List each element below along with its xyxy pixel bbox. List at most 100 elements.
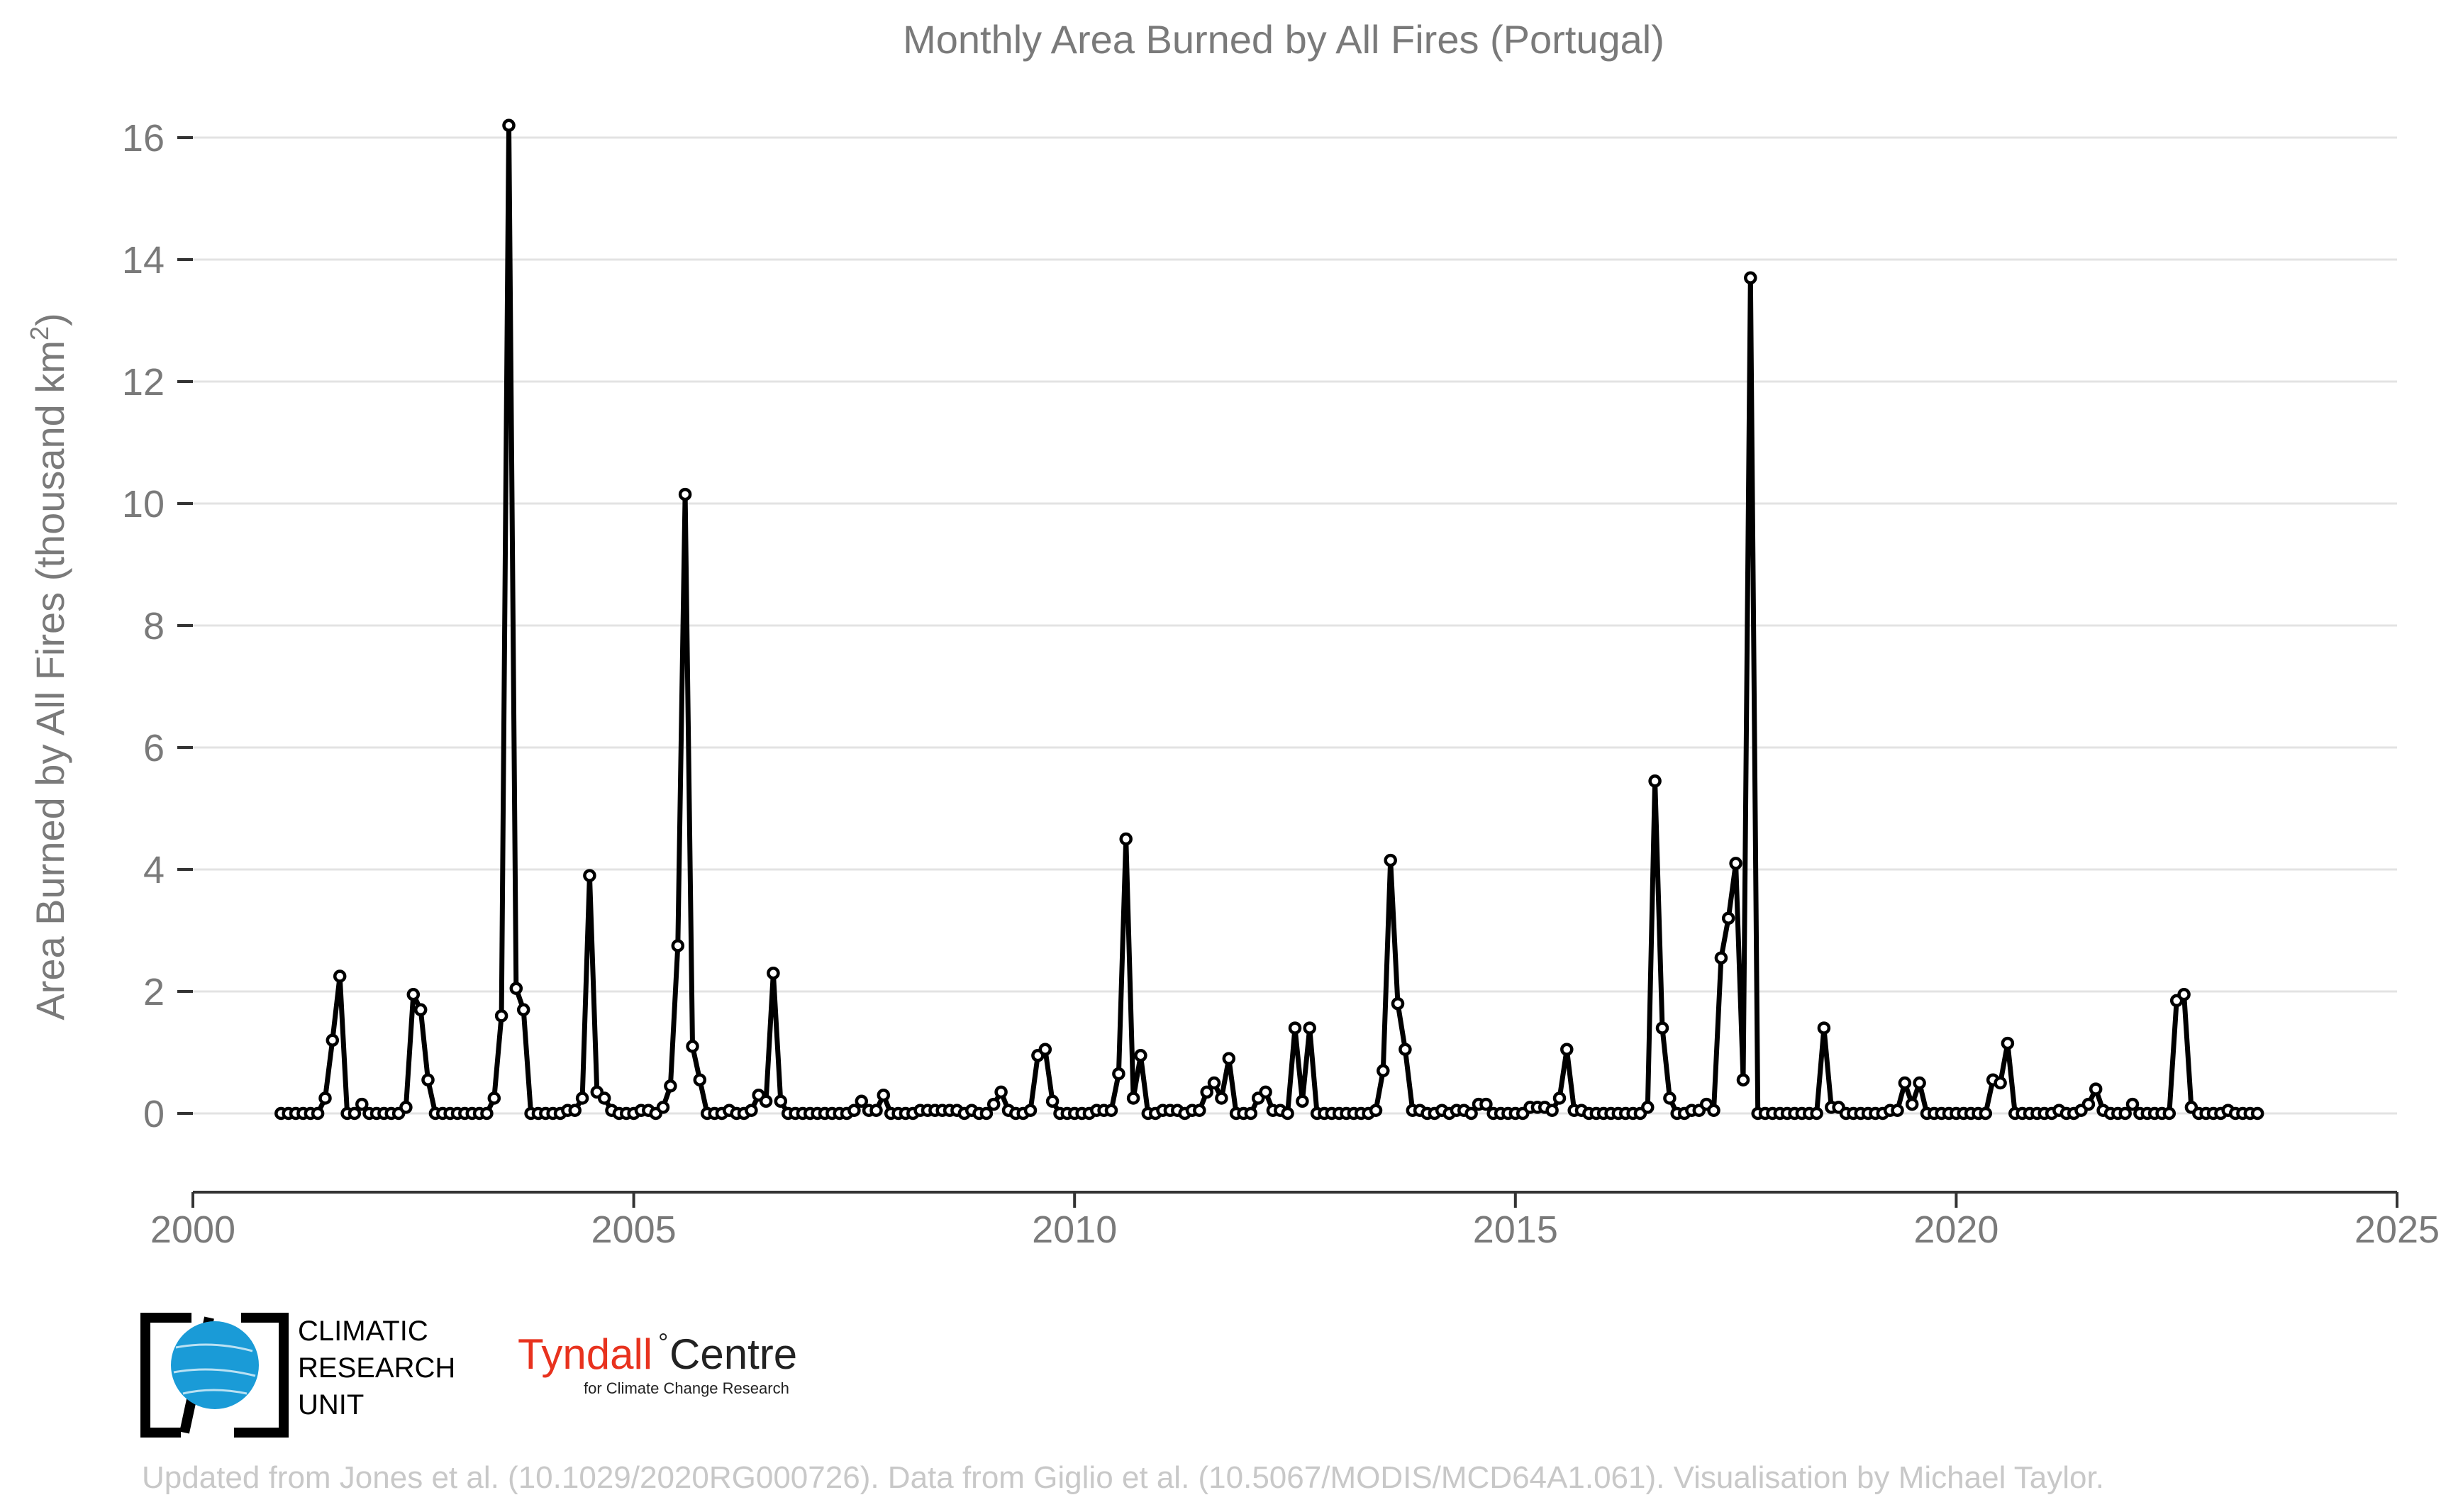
data-point <box>1663 1091 1677 1105</box>
data-point <box>759 1094 773 1108</box>
data-point <box>1126 1091 1140 1105</box>
x-axis: 2000 2005 2010 2015 2020 2025 <box>150 1191 2440 1251</box>
y-tick-label-10: 10 <box>122 483 165 526</box>
data-point <box>774 1094 788 1108</box>
cru-globe-lines <box>173 1343 256 1395</box>
data-point <box>664 1079 677 1093</box>
data-point <box>1384 853 1397 867</box>
data-point <box>1399 1043 1412 1056</box>
data-point <box>1994 1076 2007 1090</box>
data-point <box>2162 1106 2176 1121</box>
data-point <box>1119 832 1133 846</box>
data-point <box>318 1091 332 1105</box>
data-point <box>1222 1052 1236 1065</box>
data-point <box>1729 857 1742 870</box>
x-tick-label-2015: 2015 <box>1473 1208 1558 1251</box>
data-point <box>678 487 692 501</box>
data-point <box>494 1009 508 1023</box>
data-point <box>1810 1106 1823 1121</box>
cru-text-line3: UNIT <box>298 1389 364 1421</box>
data-point <box>686 1040 699 1053</box>
cru-text-line1: CLIMATIC <box>298 1316 428 1347</box>
x-tick-label-2020: 2020 <box>1913 1208 1998 1251</box>
y-axis-ticks: 0 2 4 6 8 10 12 14 16 <box>122 117 193 1135</box>
data-point <box>1023 1104 1038 1117</box>
y-axis-label: Area Burned by All Fires (thousand km2) <box>25 313 72 1020</box>
chart-title: Monthly Area Burned by All Fires (Portug… <box>903 17 1664 62</box>
data-point <box>1891 1104 1904 1117</box>
cru-text-line2: RESEARCH <box>298 1352 455 1384</box>
data-point <box>575 1091 589 1105</box>
data-point <box>1369 1104 1383 1117</box>
data-point <box>2177 988 2191 1001</box>
data-point <box>656 1101 670 1114</box>
y-tick-label-2: 2 <box>143 971 165 1013</box>
data-point <box>480 1106 494 1121</box>
data-point <box>509 982 523 995</box>
data-point <box>847 1104 861 1117</box>
data-point <box>1648 774 1662 788</box>
y-tick-label-14: 14 <box>122 239 165 282</box>
data-point <box>1134 1049 1147 1062</box>
x-tick-label-2005: 2005 <box>591 1208 677 1251</box>
x-tick-label-2000: 2000 <box>150 1208 235 1251</box>
data-point <box>348 1106 362 1121</box>
tyndall-logo: Tyndall ° Centre for Climate Change Rese… <box>518 1328 797 1397</box>
data-point <box>994 1085 1008 1099</box>
data-point <box>1898 1076 1912 1090</box>
data-point <box>869 1104 883 1117</box>
data-point <box>355 1097 369 1111</box>
y-tick-label-4: 4 <box>143 849 165 891</box>
x-tick-label-2025: 2025 <box>2354 1208 2440 1251</box>
data-point <box>413 1003 428 1017</box>
y-axis-label-superscript: 2 <box>25 326 54 340</box>
data-point <box>877 1088 891 1102</box>
data-point <box>1817 1021 1831 1035</box>
y-axis-label-main: Area Burned by All Fires (thousand km <box>28 340 72 1021</box>
series-fire-area <box>281 123 2258 1116</box>
data-point <box>1545 1104 1559 1117</box>
cru-globe-icon <box>171 1321 259 1409</box>
data-point <box>1038 1043 1052 1056</box>
data-point <box>1913 1076 1926 1090</box>
data-point <box>1479 1097 1493 1111</box>
data-point <box>2125 1097 2140 1111</box>
data-point <box>2118 1106 2132 1121</box>
tyndall-name: Tyndall <box>518 1330 652 1378</box>
data-point <box>583 869 596 882</box>
data-point <box>1560 1043 1574 1056</box>
data-point <box>671 939 685 952</box>
data-point <box>986 1097 1001 1111</box>
x-tick-label-2010: 2010 <box>1032 1208 1117 1251</box>
data-point <box>1303 1021 1316 1035</box>
data-point <box>1744 271 1757 285</box>
y-tick-label-16: 16 <box>122 117 165 160</box>
data-point <box>1104 1104 1118 1117</box>
data-point <box>2001 1036 2015 1050</box>
data-point <box>1288 1021 1302 1035</box>
data-points <box>274 118 2264 1121</box>
data-point <box>2089 1082 2103 1096</box>
data-point <box>326 1033 340 1047</box>
data-point <box>502 118 516 133</box>
data-point <box>516 1003 530 1017</box>
data-point <box>1045 1094 1060 1108</box>
data-point <box>1193 1104 1206 1117</box>
data-point <box>1736 1073 1750 1086</box>
tyndall-sub: for Climate Change Research <box>584 1379 789 1397</box>
cru-logo: CLIMATIC RESEARCH UNIT <box>140 1313 455 1438</box>
data-point <box>2081 1097 2096 1111</box>
y-tick-label-12: 12 <box>122 361 165 404</box>
data-point <box>421 1073 435 1086</box>
data-point <box>597 1091 611 1105</box>
data-point <box>1259 1085 1272 1099</box>
data-point <box>745 1104 758 1117</box>
data-point <box>1296 1094 1309 1108</box>
y-tick-label-6: 6 <box>143 727 165 769</box>
data-point <box>1200 1085 1213 1099</box>
data-point <box>1641 1101 1655 1114</box>
data-point <box>487 1091 501 1105</box>
data-point <box>311 1106 325 1121</box>
data-point <box>693 1073 707 1086</box>
data-point <box>1655 1021 1669 1035</box>
